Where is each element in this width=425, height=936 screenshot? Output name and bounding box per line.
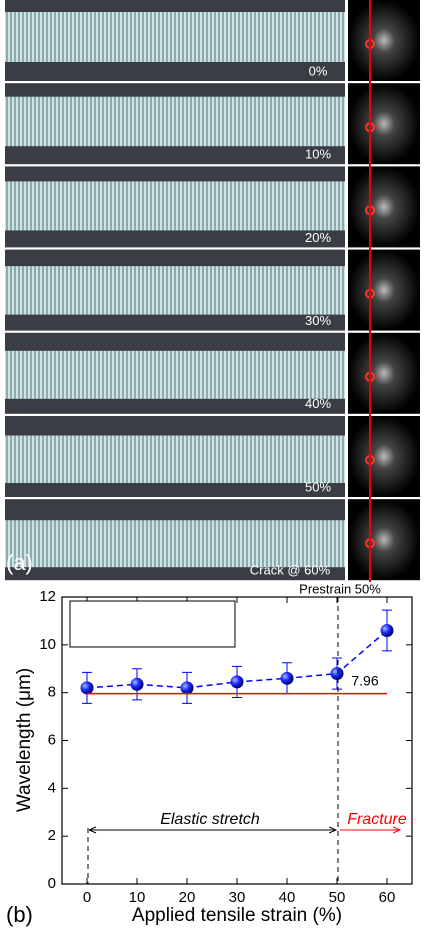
panel-a: 0% 10% 20% 30% 40% 50% Crack @ 60% <box>5 0 425 585</box>
fft-image <box>348 416 420 497</box>
data-point <box>280 671 294 685</box>
strain-label: 20% <box>305 230 331 245</box>
x-tick-label: 10 <box>129 889 146 906</box>
film-strip <box>5 435 345 483</box>
y-tick-label: 8 <box>48 684 56 701</box>
x-tick-label: 0 <box>83 889 91 906</box>
y-tick-label: 4 <box>48 779 56 796</box>
strain-label: 30% <box>305 313 331 328</box>
data-point <box>180 681 194 695</box>
strain-label: 50% <box>305 479 331 494</box>
y-tick-label: 12 <box>39 588 56 605</box>
y-tick-label: 10 <box>39 636 56 653</box>
y-tick-label: 2 <box>48 827 56 844</box>
fft-image <box>348 166 420 248</box>
panel-label: (b) <box>6 902 33 927</box>
fft-image <box>348 83 420 165</box>
y-tick-label: 0 <box>48 875 56 892</box>
annotation: Prestrain 50% <box>299 581 381 596</box>
film-strip <box>5 350 345 399</box>
x-axis-label: Applied tensile strain (%) <box>132 905 342 926</box>
fft-image <box>348 332 420 414</box>
x-tick-label: 30 <box>229 889 246 906</box>
panel-label: (a) <box>6 550 33 575</box>
fft-image <box>348 249 420 331</box>
x-tick-label: 20 <box>179 889 196 906</box>
divider <box>5 582 425 585</box>
strain-label: 40% <box>305 396 331 411</box>
x-tick-label: 60 <box>379 889 396 906</box>
x-tick-label: 40 <box>279 889 296 906</box>
y-tick-label: 6 <box>48 731 56 748</box>
data-point <box>230 675 244 689</box>
film-strip <box>5 520 345 568</box>
legend <box>69 600 236 648</box>
strain-label: 0% <box>309 63 328 78</box>
value-label: 7.96 <box>351 672 378 688</box>
fft-image <box>348 499 420 581</box>
y-axis-label: Wavelength (μm) <box>14 668 35 812</box>
fft-image <box>348 0 420 81</box>
strain-label: Crack @ 60% <box>250 563 331 578</box>
data-point <box>80 681 94 695</box>
strain-label: 10% <box>305 147 331 162</box>
data-point <box>380 623 394 637</box>
annotation: Fracture <box>347 811 407 828</box>
film-strip <box>5 96 345 147</box>
annotation: Elastic stretch <box>160 811 260 828</box>
film-strip <box>5 12 345 62</box>
data-point <box>330 667 344 681</box>
film-strip <box>5 266 345 315</box>
plot-frame <box>61 596 413 885</box>
x-tick-label: 50 <box>329 889 346 906</box>
data-point <box>130 677 144 691</box>
film-strip <box>5 181 345 231</box>
